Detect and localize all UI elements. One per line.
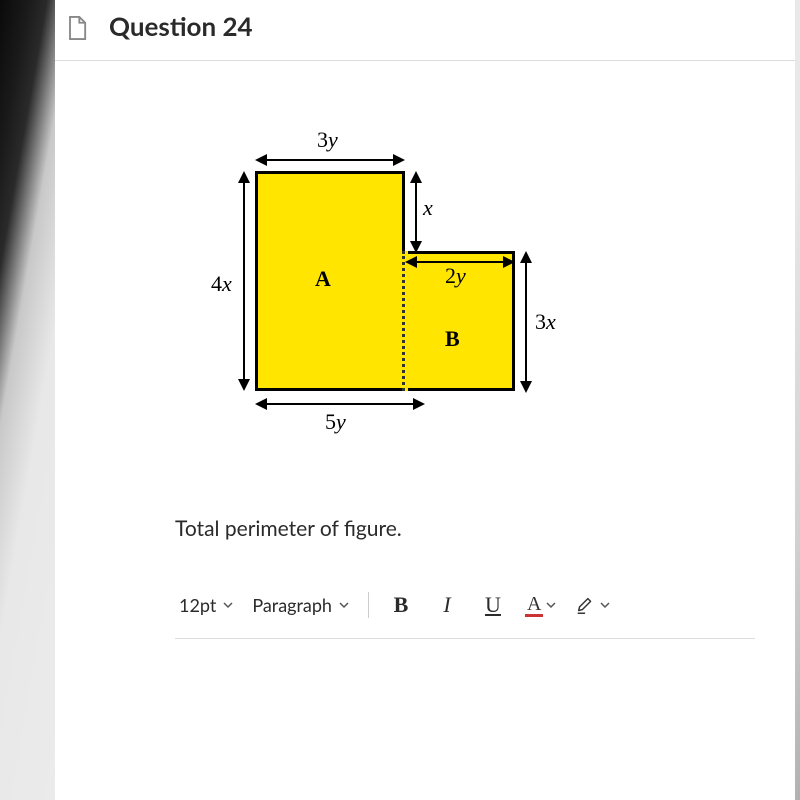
text-color-glyph: A	[525, 594, 543, 617]
arrowhead-icon	[520, 381, 532, 393]
arrowhead-icon	[255, 398, 267, 410]
italic-button[interactable]: I	[433, 592, 461, 618]
answer-editor[interactable]	[175, 638, 755, 678]
paragraph-style-select[interactable]: Paragraph	[252, 594, 350, 616]
chevron-down-icon	[599, 599, 611, 611]
dim-top: 3y	[317, 127, 338, 153]
quiz-panel: Question 24 A B 3y 4x x 2y	[55, 0, 795, 800]
bold-button[interactable]: B	[387, 592, 415, 618]
arrowhead-icon	[238, 171, 250, 183]
question-title: Question 24	[109, 10, 253, 42]
arrow-left	[243, 181, 245, 381]
dim-bottom: 5y	[325, 409, 346, 435]
highlighter-icon	[575, 594, 597, 616]
arrow-right	[525, 261, 527, 383]
arrowhead-icon	[503, 256, 515, 268]
text-color-button[interactable]: A	[525, 594, 557, 617]
arrowhead-icon	[255, 154, 267, 166]
rich-text-toolbar: 12pt Paragraph B I U A	[175, 581, 755, 628]
dotted-divider	[402, 251, 405, 391]
chevron-down-icon	[222, 599, 234, 611]
font-size-label: 12pt	[179, 594, 216, 616]
font-size-select[interactable]: 12pt	[179, 594, 234, 616]
toolbar-separator	[368, 592, 369, 618]
arrowhead-icon	[520, 251, 532, 263]
chevron-down-icon	[338, 599, 350, 611]
dim-left: 4x	[211, 271, 232, 297]
arrow-bottom	[265, 403, 415, 405]
page-outline-icon	[63, 14, 91, 42]
highlight-button[interactable]	[575, 594, 611, 616]
question-content: A B 3y 4x x 2y 3x	[55, 61, 795, 800]
arrowhead-icon	[410, 171, 422, 183]
chevron-down-icon	[545, 599, 557, 611]
arrow-notch-v	[415, 179, 417, 243]
dim-notch-v: x	[423, 195, 433, 221]
arrowhead-icon	[410, 241, 422, 253]
underline-button[interactable]: U	[479, 592, 507, 618]
arrowhead-icon	[238, 379, 250, 391]
arrowhead-icon	[405, 256, 417, 268]
arrowhead-icon	[393, 154, 405, 166]
paragraph-style-label: Paragraph	[252, 594, 332, 616]
dim-notch-h: 2y	[445, 263, 466, 289]
label-region-b: B	[445, 326, 460, 352]
question-header: Question 24	[55, 0, 795, 61]
perimeter-figure: A B 3y 4x x 2y 3x	[175, 121, 595, 461]
arrowhead-icon	[413, 398, 425, 410]
label-region-a: A	[315, 266, 331, 292]
question-prompt: Total perimeter of figure.	[175, 516, 755, 541]
dim-right: 3x	[535, 309, 556, 335]
arrow-top	[265, 159, 395, 161]
